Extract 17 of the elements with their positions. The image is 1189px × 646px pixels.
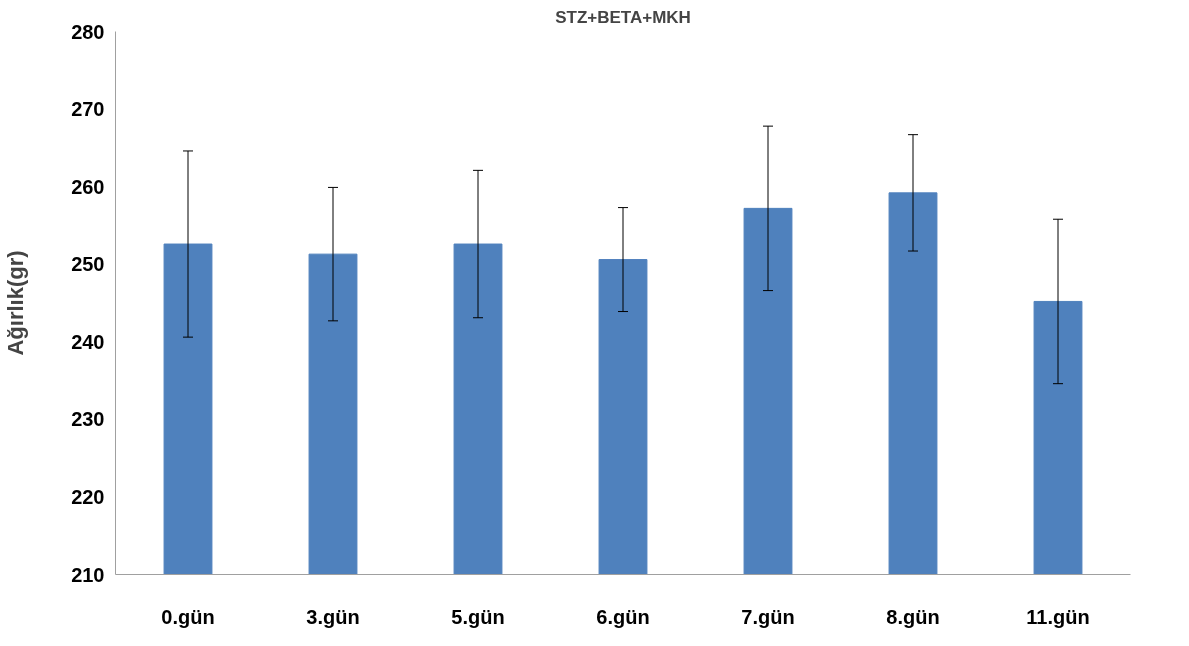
y-tick-label: 210	[71, 563, 105, 586]
x-tick-label: 6.gün	[596, 605, 650, 628]
x-tick-label: 8.gün	[886, 605, 940, 628]
x-tick-label: 7.gün	[741, 605, 795, 628]
chart-title: STZ+BETA+MKH	[555, 7, 691, 27]
y-tick-label: 220	[71, 485, 105, 508]
x-tick-label: 11.gün	[1026, 605, 1090, 628]
y-tick-label: 230	[71, 408, 105, 431]
x-tick-label: 5.gün	[451, 605, 505, 628]
y-tick-label: 250	[71, 253, 105, 276]
y-tick-label: 270	[71, 98, 105, 121]
y-tick-label: 240	[71, 330, 105, 353]
x-tick-label: 0.gün	[161, 605, 215, 628]
y-axis-title: Ağırlık(gr)	[3, 250, 29, 356]
y-tick-label: 260	[71, 175, 105, 198]
y-tick-label: 280	[71, 20, 105, 43]
x-tick-label: 3.gün	[306, 605, 360, 628]
